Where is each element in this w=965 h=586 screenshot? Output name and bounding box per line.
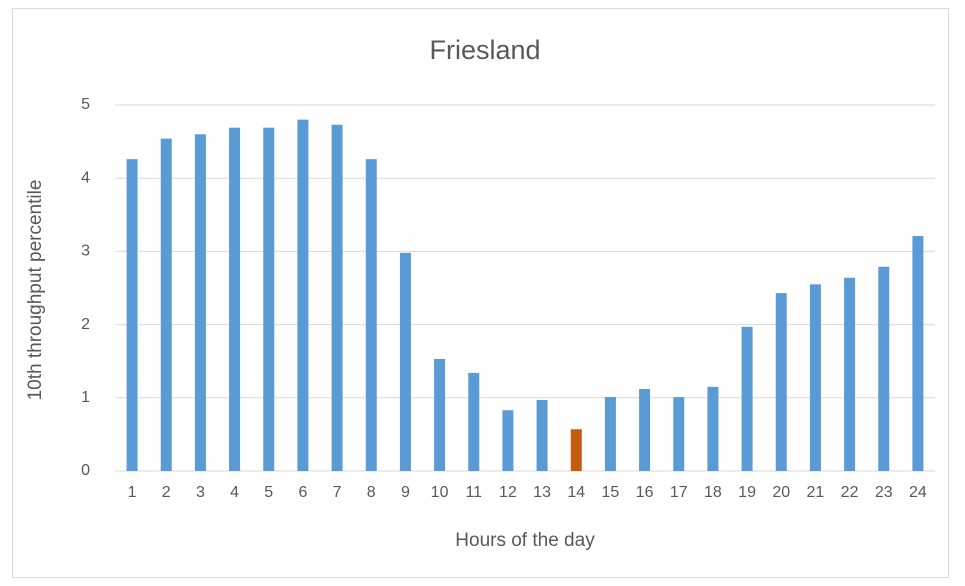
x-tick-label: 16 <box>636 484 654 501</box>
y-axis-title: 10th throughput percentile <box>25 180 46 401</box>
bar <box>844 277 856 471</box>
bar <box>160 138 172 471</box>
y-tick-label: 4 <box>81 169 90 186</box>
bar <box>639 389 651 471</box>
x-tick-label: 22 <box>841 484 859 501</box>
x-tick-label: 21 <box>807 484 825 501</box>
x-tick-label: 20 <box>772 484 790 501</box>
bar <box>912 236 924 471</box>
x-tick-label: 8 <box>367 484 376 501</box>
x-tick-label: 15 <box>602 484 620 501</box>
x-tick-label: 3 <box>196 484 205 501</box>
chart-title: Friesland <box>429 35 540 65</box>
bar <box>570 429 582 471</box>
bar <box>604 397 616 471</box>
x-tick-label: 6 <box>298 484 307 501</box>
bar <box>673 397 685 471</box>
x-tick-label: 7 <box>333 484 342 501</box>
x-tick-label: 24 <box>909 484 927 501</box>
y-tick-label: 3 <box>81 243 90 260</box>
bar <box>194 134 206 471</box>
bar <box>468 372 480 471</box>
bar <box>297 119 309 471</box>
bar <box>809 284 821 471</box>
bar <box>536 399 548 471</box>
x-tick-label: 19 <box>738 484 756 501</box>
x-tick-label: 12 <box>499 484 517 501</box>
x-tick-label: 14 <box>567 484 585 501</box>
x-tick-label: 5 <box>264 484 273 501</box>
x-tick-label: 4 <box>230 484 239 501</box>
x-axis-title: Hours of the day <box>455 530 595 551</box>
bar <box>331 124 343 471</box>
bar <box>126 159 138 471</box>
bar <box>775 293 787 471</box>
y-tick-label: 1 <box>81 389 90 406</box>
bar <box>263 127 275 471</box>
x-tick-label: 10 <box>431 484 449 501</box>
y-tick-label: 2 <box>81 316 90 333</box>
bar <box>502 410 514 471</box>
bar <box>741 326 753 471</box>
x-tick-label: 23 <box>875 484 893 501</box>
x-tick-label: 17 <box>670 484 688 501</box>
x-tick-label: 18 <box>704 484 722 501</box>
bar <box>707 386 719 471</box>
bar <box>365 159 377 471</box>
x-tick-label: 9 <box>401 484 410 501</box>
bar <box>434 359 446 471</box>
bar <box>399 252 411 471</box>
bar <box>878 266 890 471</box>
x-tick-label: 1 <box>128 484 137 501</box>
y-tick-label: 0 <box>81 462 90 479</box>
y-tick-label: 5 <box>81 96 90 113</box>
x-tick-label: 11 <box>465 484 482 501</box>
x-tick-label: 2 <box>162 484 171 501</box>
x-tick-label: 13 <box>533 484 551 501</box>
bar <box>229 127 241 471</box>
